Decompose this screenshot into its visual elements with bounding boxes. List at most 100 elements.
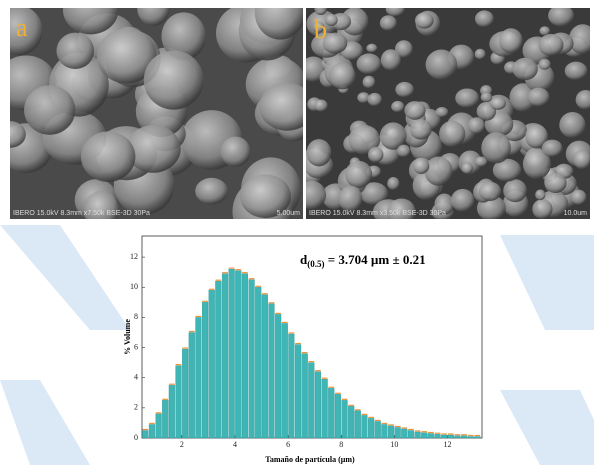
bar <box>168 385 175 439</box>
particle <box>143 50 204 110</box>
particle <box>10 8 43 56</box>
bar <box>155 413 162 439</box>
particle <box>220 136 251 167</box>
x-tick-label: 8 <box>339 440 343 449</box>
particle <box>63 8 119 35</box>
particle <box>391 100 405 113</box>
y-tick-label: 8 <box>134 312 138 321</box>
watermark <box>0 380 90 465</box>
particle <box>329 62 356 90</box>
bar <box>288 333 295 439</box>
bar <box>261 294 268 439</box>
bar <box>308 362 315 439</box>
bar <box>182 348 189 439</box>
sem-caption: IBERO 15.0kV 8.3mm x3.50k BSE-3D 30Pa <box>309 210 446 217</box>
particle <box>387 198 416 219</box>
particle <box>259 82 303 131</box>
y-tick-label: 0 <box>134 433 138 442</box>
sem-image <box>10 8 303 219</box>
bar <box>394 427 401 439</box>
bar <box>294 344 302 439</box>
particle <box>313 21 325 33</box>
annotation-subscript: (0.5) <box>307 259 324 269</box>
particle <box>525 124 548 149</box>
particle <box>425 49 458 80</box>
particle <box>538 33 564 56</box>
particle <box>161 12 206 61</box>
bar <box>301 353 308 439</box>
bar <box>354 410 361 439</box>
particle <box>509 83 537 112</box>
particle <box>481 132 511 164</box>
particle <box>404 101 426 120</box>
x-tick-label: 6 <box>286 440 290 449</box>
particle <box>357 92 370 104</box>
bar <box>414 431 421 439</box>
y-axis-label: % Volume <box>123 319 132 355</box>
particle <box>254 8 303 40</box>
watermark <box>0 225 130 330</box>
bar <box>235 270 242 439</box>
watermark <box>500 235 594 330</box>
particle <box>474 10 494 28</box>
particle <box>548 8 575 27</box>
y-tick-label: 10 <box>130 282 138 291</box>
particle <box>195 177 228 205</box>
particle <box>367 92 382 107</box>
particle <box>306 139 332 167</box>
bar <box>228 269 235 439</box>
sem-caption: IBERO 15.0kV 8.3mm x7.50k BSE-3D 30Pa <box>13 210 150 217</box>
y-tick-label: 12 <box>130 252 138 261</box>
bar <box>348 406 355 439</box>
panel-label: b <box>314 15 327 44</box>
particle <box>478 181 502 201</box>
bar <box>447 434 454 439</box>
particle <box>435 106 449 118</box>
particle <box>474 156 488 167</box>
particle <box>96 28 157 84</box>
bar <box>467 436 474 439</box>
watermark <box>500 390 594 465</box>
particle <box>568 24 590 55</box>
particle <box>559 112 586 139</box>
bar <box>275 314 282 439</box>
bar <box>321 379 328 439</box>
x-tick-label: 2 <box>180 440 184 449</box>
bar <box>361 415 368 439</box>
x-axis-label: Tamaño de partícula (µm) <box>265 455 355 464</box>
particle <box>394 40 413 58</box>
particle <box>395 81 414 98</box>
sem-scale: 5.00um <box>277 210 301 217</box>
particle <box>535 189 546 201</box>
particle <box>573 149 590 170</box>
particle <box>80 131 136 182</box>
bar <box>334 394 341 439</box>
particle <box>385 8 405 17</box>
particle <box>522 148 551 180</box>
particle <box>532 199 553 219</box>
y-tick-label: 6 <box>134 342 138 351</box>
annotation: d(0.5) = 3.704 µm ± 0.21 <box>300 252 426 269</box>
bar <box>208 290 215 439</box>
y-tick-label: 2 <box>134 403 138 412</box>
particle <box>306 180 326 210</box>
bar <box>202 302 209 439</box>
particle <box>314 8 328 16</box>
particle <box>240 174 291 219</box>
particle <box>340 8 369 36</box>
x-tick-label: 12 <box>443 440 451 449</box>
bar <box>381 424 388 439</box>
bar <box>374 421 381 439</box>
particle <box>480 92 493 103</box>
particle <box>10 121 26 148</box>
bar <box>441 434 448 439</box>
annotation-text: = 3.704 µm ± 0.21 <box>324 252 425 267</box>
bar <box>188 332 195 439</box>
particle <box>412 157 430 175</box>
particle <box>571 189 587 206</box>
particle <box>564 61 588 81</box>
bar <box>281 323 288 439</box>
particle <box>314 99 328 112</box>
particle <box>324 13 338 27</box>
